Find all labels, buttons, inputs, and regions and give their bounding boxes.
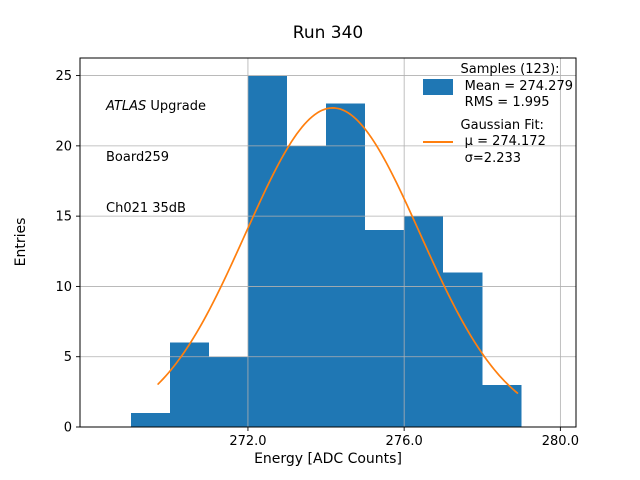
legend-text-gaussian-fit: Gaussian Fit: μ = 274.172 σ=2.233	[461, 118, 546, 168]
gaussian-fit-curve	[157, 107, 519, 394]
legend: Samples (123): Mean = 274.279 RMS = 1.99…	[422, 62, 573, 173]
annotation-line-2: Board259	[106, 150, 170, 165]
legend-handle-samples	[422, 78, 453, 95]
histogram-bar	[326, 103, 366, 427]
annotation-brand: ATLAS	[106, 99, 147, 114]
annotation: ATLAS Upgrade Board259 Ch021 35dB	[106, 64, 206, 251]
axes-frame	[79, 57, 577, 428]
y-tick-label: 20	[55, 139, 72, 154]
legend-samples-rms: RMS = 1.995	[460, 95, 550, 110]
histogram-bar	[247, 75, 287, 427]
histogram-bar	[208, 356, 248, 427]
legend-handle-gaussian-fit	[422, 141, 453, 144]
x-tick-label: 272.0	[229, 434, 266, 449]
histogram-bar	[169, 342, 209, 427]
legend-fit-header: Gaussian Fit:	[460, 117, 544, 133]
annotation-line-3: Ch021 35dB	[106, 201, 186, 216]
y-tick-label: 0	[64, 421, 72, 436]
histogram-bar	[365, 230, 405, 427]
x-axis-label: Energy [ADC Counts]	[254, 451, 402, 467]
chart-title: Run 340	[292, 23, 364, 43]
annotation-brand-rest: Upgrade	[146, 99, 206, 114]
y-tick-label: 10	[55, 280, 72, 295]
legend-samples-header: Samples (123):	[460, 62, 560, 77]
histogram-bar	[404, 216, 444, 427]
histogram-swatch-icon	[422, 78, 453, 95]
fit-line-swatch-icon	[422, 141, 453, 144]
legend-fit-mu: μ = 274.172	[460, 134, 546, 149]
annotation-line-1: ATLAS Upgrade	[106, 98, 206, 115]
y-tick-label: 25	[55, 69, 72, 84]
y-tick-label: 15	[55, 210, 72, 225]
legend-entry-samples: Samples (123): Mean = 274.279 RMS = 1.99…	[422, 62, 573, 112]
histogram-bar	[130, 412, 170, 427]
x-tick-label: 280.0	[542, 434, 579, 449]
y-axis-label: Entries	[13, 217, 29, 267]
legend-samples-mean: Mean = 274.279	[460, 78, 573, 94]
legend-entry-gaussian-fit: Gaussian Fit: μ = 274.172 σ=2.233	[422, 118, 573, 168]
legend-text-samples: Samples (123): Mean = 274.279 RMS = 1.99…	[461, 62, 573, 112]
y-tick-label: 5	[64, 350, 72, 365]
x-tick-label: 276.0	[386, 434, 423, 449]
legend-fit-sigma: σ=2.233	[460, 150, 522, 166]
